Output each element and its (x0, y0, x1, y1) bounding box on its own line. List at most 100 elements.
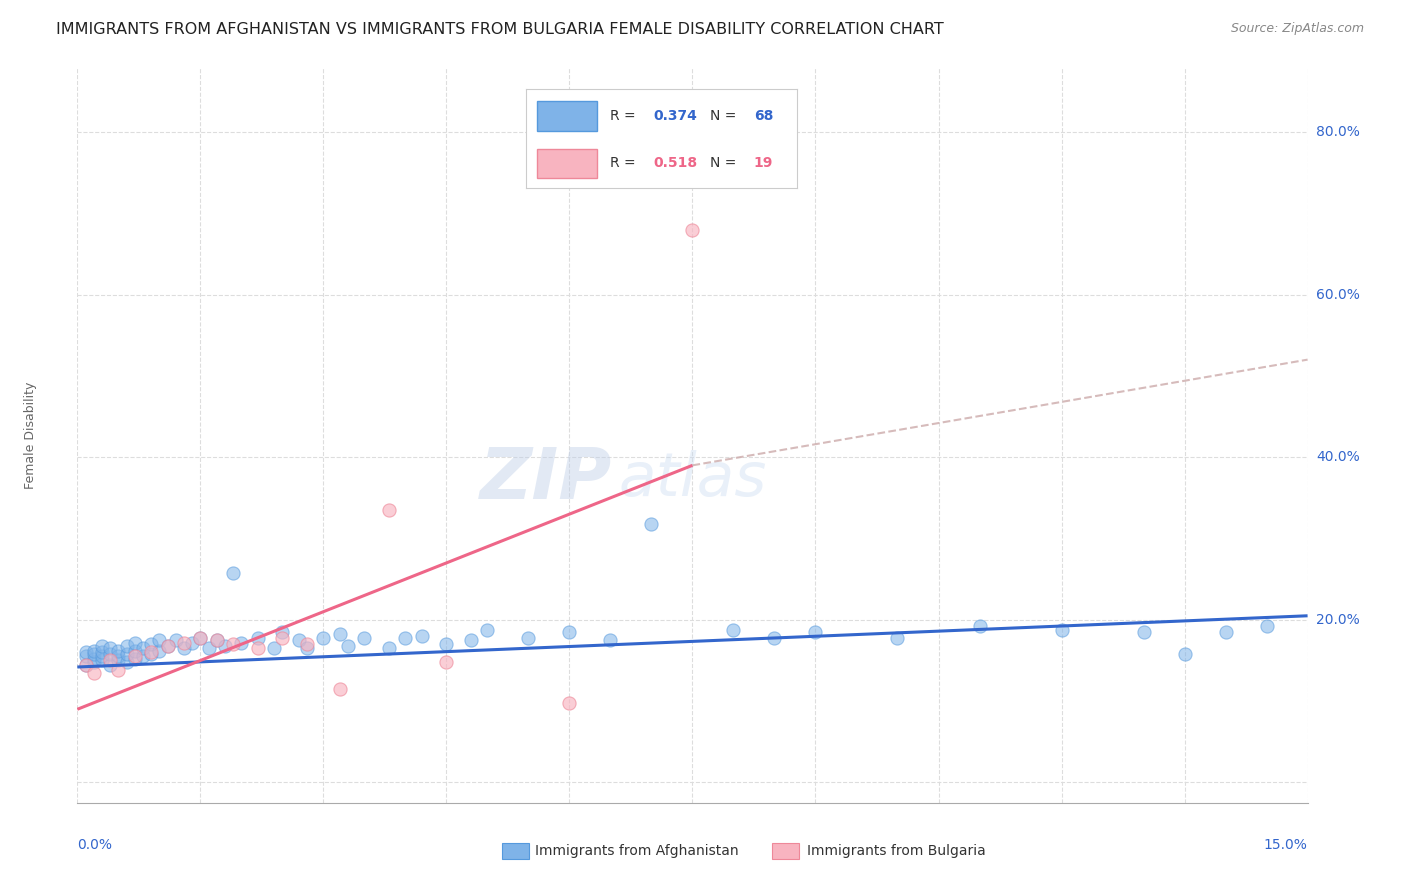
Point (132, 649, 155, 664)
Point (181, 635, 204, 649)
Text: R =: R = (610, 109, 640, 123)
Point (723, 623, 745, 637)
Text: Female Disability: Female Disability (24, 381, 37, 489)
Point (436, 637, 458, 651)
Point (90, 649, 114, 664)
Point (75, 657, 97, 672)
Bar (537, 149, 596, 178)
Point (90, 653, 114, 667)
Point (75, 657, 97, 672)
Point (132, 641, 155, 656)
Point (115, 647, 138, 661)
Point (205, 633, 228, 648)
Point (288, 633, 311, 648)
Point (378, 503, 401, 517)
Point (295, 637, 318, 651)
Point (156, 639, 179, 653)
Text: ZIP: ZIP (481, 444, 613, 514)
Point (329, 627, 352, 641)
Point (83, 647, 105, 661)
Point (271, 631, 294, 645)
Point (98, 647, 121, 661)
Point (205, 633, 228, 648)
Point (173, 635, 195, 649)
Point (558, 625, 581, 640)
Point (107, 644, 129, 658)
Text: 40.0%: 40.0% (1316, 450, 1360, 464)
Point (148, 633, 170, 648)
Point (188, 631, 212, 645)
Point (98, 641, 121, 656)
Point (222, 637, 245, 651)
Point (222, 566, 245, 580)
Point (231, 635, 253, 649)
Point (124, 652, 146, 666)
Point (246, 631, 269, 645)
Point (263, 641, 285, 656)
Point (477, 623, 499, 637)
Point (173, 641, 195, 656)
Point (353, 631, 375, 645)
Point (969, 619, 991, 633)
Point (115, 655, 138, 669)
Text: 19: 19 (754, 156, 773, 170)
Text: N =: N = (710, 109, 741, 123)
Point (115, 639, 138, 653)
Point (411, 629, 433, 643)
Point (312, 631, 335, 645)
Point (83, 652, 105, 666)
Text: 15.0%: 15.0% (1264, 838, 1308, 852)
Text: Immigrants from Bulgaria: Immigrants from Bulgaria (807, 844, 986, 857)
Text: R =: R = (610, 156, 640, 170)
Point (188, 631, 212, 645)
Point (271, 625, 294, 640)
Bar (502, 843, 529, 860)
Point (1174, 647, 1197, 661)
Point (75, 649, 97, 664)
Point (337, 639, 360, 653)
Point (763, 631, 786, 645)
Text: N =: N = (710, 156, 741, 170)
Point (214, 639, 236, 653)
Point (75, 645, 97, 659)
Point (517, 631, 540, 645)
Point (83, 655, 105, 669)
Point (804, 625, 827, 640)
Point (98, 657, 121, 672)
Point (197, 641, 219, 656)
Point (436, 655, 458, 669)
Text: Source: ZipAtlas.com: Source: ZipAtlas.com (1230, 22, 1364, 36)
Point (90, 639, 114, 653)
Point (558, 696, 581, 710)
Point (83, 644, 105, 658)
Point (1050, 623, 1073, 637)
Point (886, 631, 908, 645)
Point (141, 647, 163, 661)
Point (1256, 619, 1278, 633)
Point (246, 641, 269, 656)
Bar (772, 843, 800, 860)
Point (107, 653, 129, 667)
Point (141, 645, 163, 659)
Point (148, 644, 170, 658)
Point (329, 681, 352, 696)
Point (682, 222, 704, 236)
Point (394, 631, 416, 645)
Text: IMMIGRANTS FROM AFGHANISTAN VS IMMIGRANTS FROM BULGARIA FEMALE DISABILITY CORREL: IMMIGRANTS FROM AFGHANISTAN VS IMMIGRANT… (56, 22, 943, 37)
Point (124, 644, 146, 658)
Point (141, 637, 163, 651)
Point (107, 663, 129, 677)
Point (90, 645, 114, 659)
Text: Immigrants from Afghanistan: Immigrants from Afghanistan (536, 844, 738, 857)
Text: 0.518: 0.518 (654, 156, 697, 170)
Text: 20.0%: 20.0% (1316, 613, 1360, 627)
Point (295, 641, 318, 656)
Point (640, 516, 662, 531)
Text: 80.0%: 80.0% (1316, 125, 1360, 139)
Point (83, 665, 105, 680)
Point (165, 633, 187, 648)
Bar (537, 101, 596, 131)
Point (1132, 625, 1154, 640)
Text: 0.0%: 0.0% (77, 838, 112, 852)
Text: 68: 68 (754, 109, 773, 123)
